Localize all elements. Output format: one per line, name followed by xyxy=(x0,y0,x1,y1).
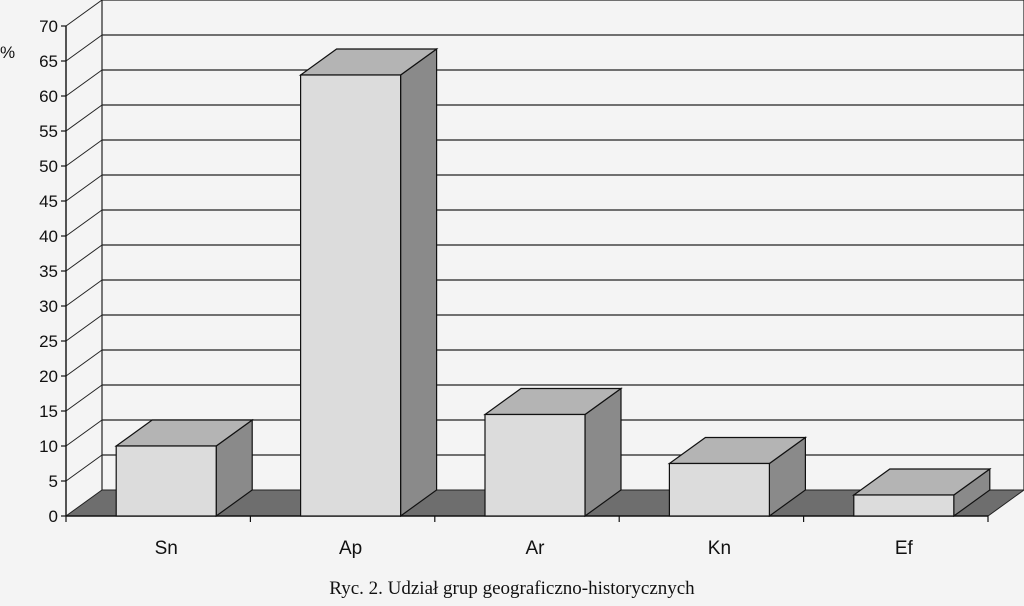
y-axis-unit-label: % xyxy=(0,43,15,62)
bar-front-face xyxy=(115,445,217,517)
gridline-diagonal xyxy=(65,384,103,412)
gridline-diagonal xyxy=(65,209,103,237)
x-category-labels: Sn Ap Ar Kn Ef xyxy=(155,538,914,559)
y-tick-label: 55 xyxy=(39,122,58,141)
bar-front-face xyxy=(668,462,771,517)
figure-caption: Ryc. 2. Udział grup geograficzno-history… xyxy=(329,578,695,599)
y-tick-label: 20 xyxy=(39,367,58,386)
gridline-diagonal xyxy=(65,314,103,342)
gridline-diagonal xyxy=(65,0,103,27)
gridline-diagonal xyxy=(65,349,103,377)
gridline-diagonal xyxy=(65,174,103,202)
bar-Kn xyxy=(667,436,808,518)
x-category-label: Ef xyxy=(895,538,914,559)
x-category-label: Ap xyxy=(339,538,362,559)
bars xyxy=(114,47,992,518)
y-tick-label: 60 xyxy=(39,87,58,106)
y-tick-label: 35 xyxy=(39,262,58,281)
bar-front-face xyxy=(853,494,955,517)
bar-front-face xyxy=(484,413,586,517)
gridline-diagonal xyxy=(65,139,103,167)
y-tick-label: 50 xyxy=(39,157,58,176)
bar-Ef xyxy=(851,467,992,518)
gridline-diagonal xyxy=(65,279,103,307)
bar-Ar xyxy=(483,387,623,518)
y-tick-label: 10 xyxy=(39,437,58,456)
gridline-diagonal xyxy=(65,244,103,272)
y-tick-label: 45 xyxy=(39,192,58,211)
gridline-diagonal xyxy=(65,104,103,132)
bar-Sn xyxy=(114,418,255,518)
y-tick-label: 30 xyxy=(39,297,58,316)
gridline-diagonal xyxy=(65,34,103,62)
gridline-diagonal xyxy=(65,454,103,482)
y-tick-label: 0 xyxy=(49,507,58,526)
x-category-label: Kn xyxy=(708,538,731,559)
y-tick-label: 5 xyxy=(49,472,58,491)
y-tick-label: 40 xyxy=(39,227,58,246)
y-tick-labels: 0 5 10 15 20 25 30 35 40 45 50 55 60 65 70 xyxy=(39,17,58,526)
y-tick-label: 70 xyxy=(39,17,58,36)
bar-Ap xyxy=(298,47,439,518)
y-tick-label: 65 xyxy=(39,52,58,71)
gridline-diagonal xyxy=(65,419,103,447)
gridline-diagonal xyxy=(65,69,103,97)
bar-side-face xyxy=(400,47,438,518)
y-tick-label: 25 xyxy=(39,332,58,351)
bar-front-face xyxy=(300,74,402,517)
x-category-label: Ar xyxy=(526,538,546,559)
x-category-label: Sn xyxy=(155,538,178,559)
y-tick-label: 15 xyxy=(39,402,58,421)
grid xyxy=(65,0,1024,490)
